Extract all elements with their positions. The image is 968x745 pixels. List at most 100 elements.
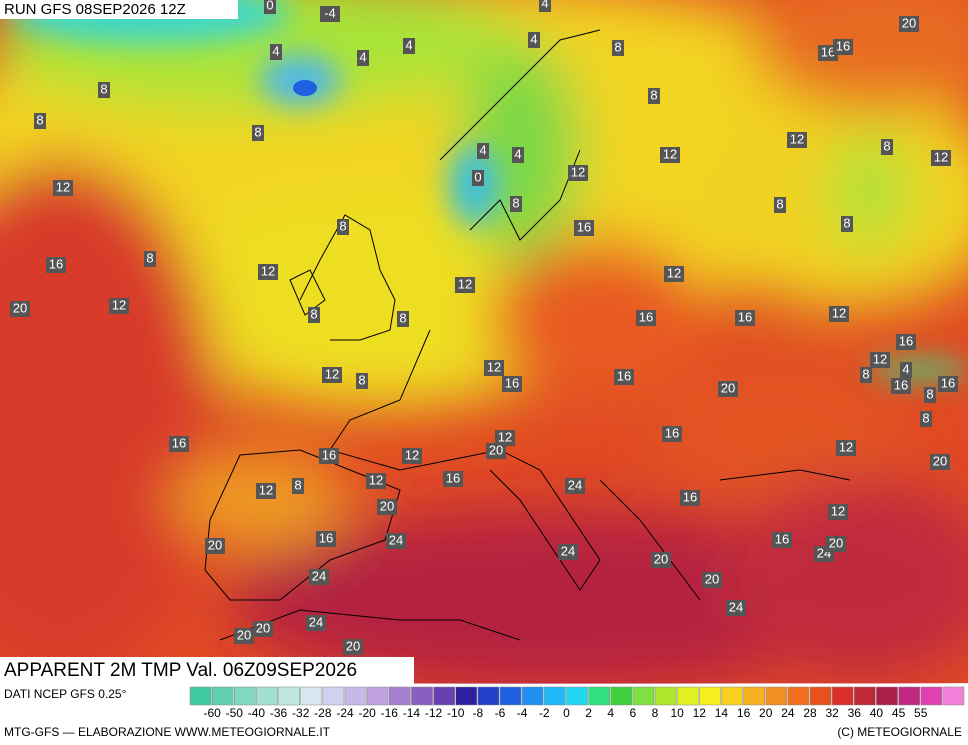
color-box bbox=[499, 686, 522, 706]
label-box bbox=[648, 88, 660, 104]
label-box bbox=[735, 310, 755, 326]
temperature-label: 12 bbox=[667, 265, 681, 280]
legend-tick-label: -40 bbox=[248, 706, 266, 720]
legend-tick-label: -12 bbox=[425, 706, 443, 720]
temperature-label: 16 bbox=[738, 309, 752, 324]
label-box bbox=[826, 536, 846, 552]
temperature-label: 12 bbox=[458, 276, 472, 291]
map-title: APPARENT 2M TMP Val. 06Z09SEP2026 bbox=[4, 660, 357, 681]
label-box bbox=[772, 532, 792, 548]
temperature-label: -4 bbox=[324, 5, 336, 20]
temperature-label: 24 bbox=[729, 599, 743, 614]
label-box bbox=[252, 125, 264, 141]
color-box bbox=[765, 686, 788, 706]
label-box bbox=[234, 628, 254, 644]
label-box bbox=[258, 264, 278, 280]
legend-tick-label: -50 bbox=[226, 706, 244, 720]
temperature-label: 16 bbox=[446, 470, 460, 485]
temperature-label: 8 bbox=[926, 386, 933, 401]
legend-tick-label: 28 bbox=[803, 706, 817, 720]
temperature-label: 4 bbox=[541, 0, 548, 10]
temperature-label: 12 bbox=[261, 263, 275, 278]
legend-tick-label: -14 bbox=[403, 706, 421, 720]
legend-tick-label: 20 bbox=[759, 706, 773, 720]
legend-tick-label: -28 bbox=[314, 706, 332, 720]
label-box bbox=[558, 544, 578, 560]
legend-tick-label: -16 bbox=[381, 706, 399, 720]
temperature-label: 20 bbox=[933, 453, 947, 468]
run-label: RUN GFS 08SEP2026 12Z bbox=[4, 1, 186, 18]
label-box bbox=[664, 266, 684, 282]
color-box bbox=[876, 686, 898, 706]
coastline bbox=[599, 469, 851, 601]
legend-tick-label: -36 bbox=[270, 706, 288, 720]
label-box bbox=[565, 478, 585, 494]
temperature-label: 12 bbox=[405, 447, 419, 462]
legend-tick-label: -60 bbox=[203, 706, 221, 720]
temperature-label: 20 bbox=[208, 537, 222, 552]
label-box bbox=[253, 621, 273, 637]
label-box bbox=[651, 552, 671, 568]
temperature-label: 16 bbox=[683, 489, 697, 504]
temperature-label: 20 bbox=[13, 300, 27, 315]
label-box bbox=[270, 44, 282, 60]
temperature-label: 24 bbox=[312, 568, 326, 583]
temperature-label: 12 bbox=[790, 131, 804, 146]
label-box bbox=[833, 39, 853, 55]
color-box bbox=[366, 686, 389, 706]
label-box bbox=[343, 639, 363, 655]
label-box bbox=[718, 381, 738, 397]
label-box bbox=[205, 538, 225, 554]
legend-tick-label: -6 bbox=[495, 706, 506, 720]
temperature-label: 0 bbox=[474, 169, 481, 184]
label-box bbox=[841, 216, 853, 232]
label-box bbox=[512, 147, 524, 163]
coastline bbox=[439, 29, 601, 241]
coastline bbox=[219, 609, 521, 641]
color-box bbox=[854, 686, 876, 706]
legend-tick-label: 10 bbox=[670, 706, 684, 720]
legend-tick-label: -4 bbox=[517, 706, 528, 720]
temperature-label: 20 bbox=[256, 620, 270, 635]
coastline bbox=[289, 269, 326, 316]
label-box bbox=[319, 448, 339, 464]
temperature-label: 16 bbox=[665, 425, 679, 440]
temperature-label: 24 bbox=[389, 532, 403, 547]
temperature-label: 16 bbox=[49, 256, 63, 271]
label-box bbox=[680, 490, 700, 506]
color-box bbox=[942, 686, 965, 706]
label-box bbox=[366, 473, 386, 489]
temperature-label: 4 bbox=[902, 361, 909, 376]
color-box bbox=[566, 686, 588, 706]
legend-tick-label: 16 bbox=[737, 706, 751, 720]
color-box bbox=[588, 686, 610, 706]
color-box bbox=[632, 686, 655, 706]
label-box bbox=[787, 132, 807, 148]
label-box bbox=[377, 499, 397, 515]
temperature-label: 8 bbox=[614, 39, 621, 54]
color-box bbox=[256, 686, 278, 706]
temperature-label: 16 bbox=[941, 375, 955, 390]
legend-tick-label: -10 bbox=[447, 706, 465, 720]
label-box bbox=[896, 334, 916, 350]
label-box bbox=[292, 478, 304, 494]
temperature-label: 24 bbox=[309, 614, 323, 629]
color-box bbox=[322, 686, 345, 706]
temperature-label: 8 bbox=[843, 215, 850, 230]
color-box bbox=[898, 686, 920, 706]
label-box bbox=[612, 40, 624, 56]
temperature-label: 12 bbox=[832, 305, 846, 320]
temperature-label: 8 bbox=[512, 195, 519, 210]
temperature-label: 8 bbox=[36, 112, 43, 127]
legend-tick-label: -32 bbox=[292, 706, 310, 720]
temperature-label: 4 bbox=[530, 31, 537, 46]
label-box bbox=[702, 572, 722, 588]
label-box bbox=[256, 483, 276, 499]
color-box bbox=[411, 686, 433, 706]
color-box bbox=[743, 686, 765, 706]
legend-tick-label: -24 bbox=[336, 706, 354, 720]
label-box bbox=[486, 443, 506, 459]
color-box bbox=[654, 686, 677, 706]
label-box bbox=[306, 615, 326, 631]
